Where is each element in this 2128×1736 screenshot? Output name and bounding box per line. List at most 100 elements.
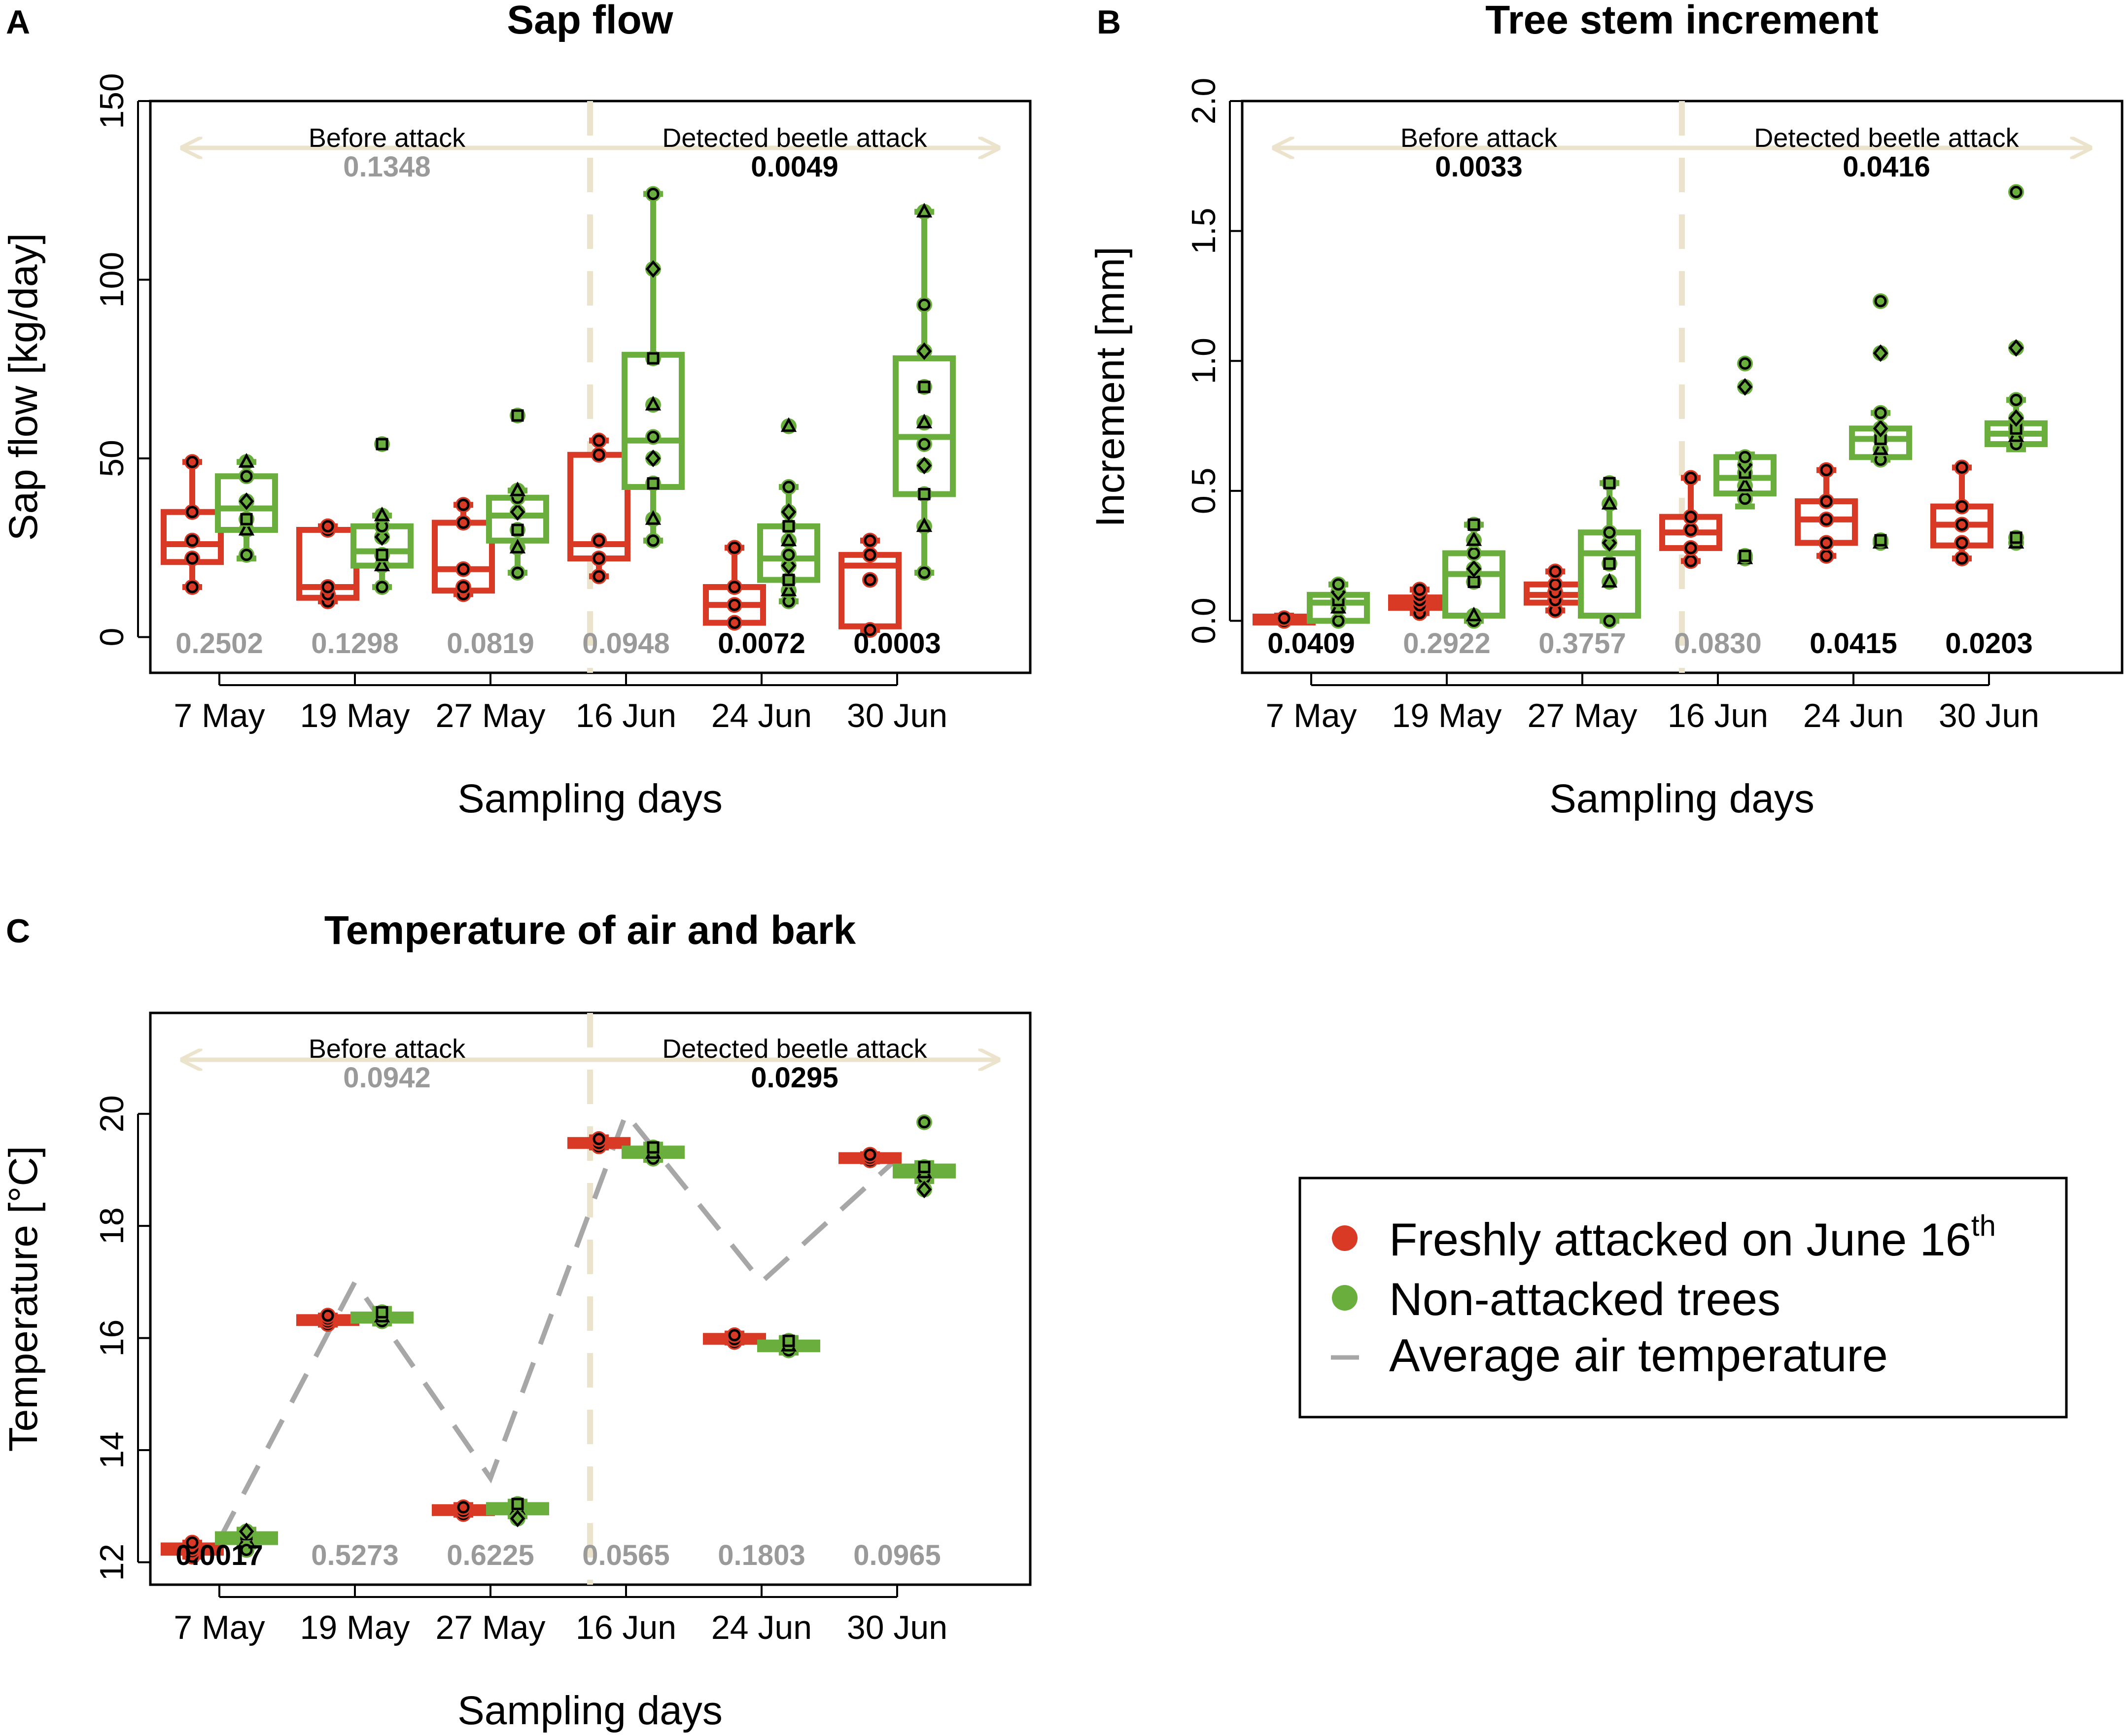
data-point [647,352,660,365]
x-tick-label: 30 Jun [1939,697,2039,734]
data-point [918,488,931,500]
y-tick-label: 1.5 [1185,208,1222,254]
panel-letter: B [1097,3,1121,41]
y-tick-label: 12 [93,1544,131,1581]
data-point [916,342,932,360]
y-tick: 0.5 [1185,468,1242,514]
x-tick: 30 Jun [847,673,947,734]
series-attacked [161,432,902,638]
data-point [593,449,605,461]
period-label-before: Before attack [309,1034,466,1064]
x-axis-label: Sampling days [457,776,723,821]
panel-letter: C [6,912,30,950]
box-group [1442,517,1505,629]
data-point [864,549,876,561]
data-point [1820,513,1833,526]
y-tick-label: 2.0 [1185,78,1222,125]
data-point [1465,606,1482,622]
box-group [622,1139,685,1167]
data-point [728,541,741,554]
chart-title: Tree stem increment [1485,0,1879,42]
box-group [1985,184,2048,551]
data-point [1955,536,1968,549]
outlier-point [780,417,797,432]
box-group [432,497,495,602]
outlier-point [376,438,388,451]
box-group [215,453,278,563]
data-point [647,477,660,490]
data-point [593,552,605,565]
box-group [838,1146,902,1169]
x-tick-label: 24 Jun [711,1609,812,1646]
data-point [238,453,255,468]
panel-letter: A [6,3,30,41]
y-tick: 2.0 [1185,78,1242,125]
data-point [918,566,931,579]
data-point [645,450,661,467]
legend-label-air: Average air temperature [1389,1329,1888,1381]
plot-area: Before attack Detected beetle attack 0.0… [149,1011,1032,1586]
y-tick-label: 20 [93,1095,131,1133]
data-point [374,506,390,521]
data-point [186,455,199,468]
x-tick: 27 May [436,673,546,734]
data-point [916,517,933,532]
data-point [376,1306,388,1319]
y-tick-label: 0 [93,628,131,647]
y-tick: 12 [93,1544,150,1581]
box-group [893,203,956,581]
series-layer [161,1114,956,1565]
outlier-point [1873,344,1888,362]
day-pvalue: 0.0965 [853,1539,941,1571]
data-point [916,414,933,428]
y-axis: 0 50 100 150 [93,73,150,646]
box-group [350,1304,414,1329]
data-point [321,520,334,533]
data-point [593,534,605,547]
legend-frame [1298,1177,2068,1419]
x-tick: 19 May [1392,673,1502,734]
box-group [1307,576,1370,629]
box-group [1253,610,1316,629]
data-point [647,1141,660,1154]
data-point [645,510,662,525]
day-pvalue: 0.2502 [175,627,263,660]
series-attacked [1253,459,1993,629]
x-tick-label: 30 Jun [847,697,947,734]
y-axis: 12 14 16 18 20 [93,1095,150,1581]
data-point [457,498,470,511]
data-point [511,523,524,536]
y-tick: 1.5 [1185,208,1242,254]
day-pvalue: 0.0948 [582,627,669,660]
data-point [593,1133,605,1146]
x-tick-label: 7 May [174,1609,265,1646]
day-pvalue: 0.6225 [447,1539,534,1571]
data-point [782,481,795,493]
day-pvalues: 0.0409 0.2922 0.3757 0.0830 0.0415 0.020… [1267,627,2032,660]
x-tick: 7 May [174,673,265,734]
x-tick-label: 27 May [436,697,546,734]
data-point [1603,477,1616,489]
outlier-point [918,1116,931,1129]
data-point [1332,615,1345,627]
y-tick-label: 18 [93,1207,131,1245]
data-point [457,563,470,576]
legend: Freshly attacked on June 16th Non-attack… [1298,1177,2068,1419]
data-point [457,517,470,529]
data-point [1549,565,1562,578]
x-tick-label: 24 Jun [1803,697,1904,734]
day-pvalue: 0.0830 [1674,627,1761,660]
box-group [1930,459,1993,566]
y-axis-label: Sap flow [kg/day] [1,233,46,541]
day-pvalue: 0.0003 [853,627,941,660]
day-pvalue: 0.2922 [1403,627,1490,660]
data-point [918,438,931,451]
data-point [1739,492,1751,505]
day-pvalue: 0.0017 [175,1539,263,1571]
data-point [864,624,876,636]
day-pvalue: 0.0565 [582,1539,669,1571]
box-group [703,540,766,631]
x-tick-label: 19 May [1392,697,1502,734]
outlier-point [2008,339,2024,357]
y-tick-label: 50 [93,440,131,477]
